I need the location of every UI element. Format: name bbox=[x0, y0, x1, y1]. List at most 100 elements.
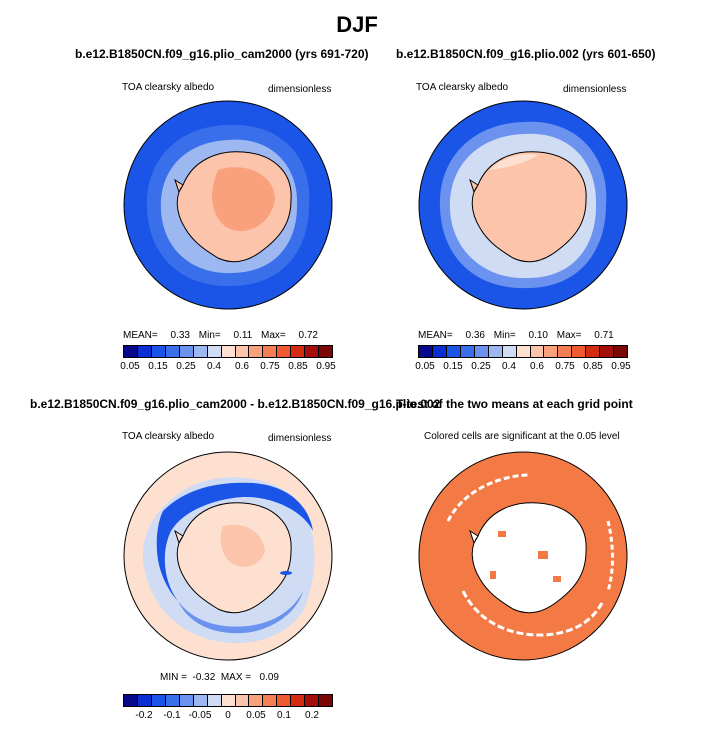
panel2-colorbar-box bbox=[419, 346, 433, 357]
panel3-colorbar-tick-label: 0.2 bbox=[305, 710, 319, 721]
panel2-colorbar-box bbox=[600, 346, 615, 357]
panel1-colorbar-box bbox=[291, 346, 306, 357]
panel3-colorbar-tick-label: 0 bbox=[225, 710, 231, 721]
panel4-subtitle: Colored cells are significant at the 0.0… bbox=[424, 431, 620, 442]
panel1-colorbar-box bbox=[151, 346, 166, 357]
panel2-colorbar-tick-label: 0.15 bbox=[443, 361, 463, 372]
panel3-units-label: dimensionless bbox=[268, 433, 332, 444]
panel2-stats: MEAN= 0.36 Min= 0.10 Max= 0.71 bbox=[418, 330, 628, 341]
panel4-antarctica bbox=[469, 502, 587, 614]
panel1-colorbar-box bbox=[124, 346, 138, 357]
panel1-colorbar-tick-label: 0.25 bbox=[176, 361, 196, 372]
panel1-colorbar-tick-label: 0.05 bbox=[120, 361, 140, 372]
panel3-positive-region bbox=[220, 524, 265, 567]
panel2-colorbar-box bbox=[502, 346, 517, 357]
panel2-colorbar-box bbox=[446, 346, 461, 357]
panel2-colorbar-box bbox=[586, 346, 601, 357]
panel4-sig-cell bbox=[553, 576, 561, 582]
panel2-coastal-contour bbox=[490, 153, 538, 170]
panel2-colorbar-box bbox=[516, 346, 531, 357]
panel1-min-label: Min= bbox=[198, 330, 221, 341]
panel3-colorbar-box bbox=[165, 695, 180, 706]
panel2-colorbar-tick-label: 0.4 bbox=[502, 361, 516, 372]
panel2-colorbar-box bbox=[572, 346, 587, 357]
panel3-colorbar-box bbox=[291, 695, 306, 706]
panel4-sig-cell bbox=[490, 571, 496, 579]
panel1-colorbar-tick-label: 0.85 bbox=[288, 361, 308, 372]
panel4-nonsig-arc-north bbox=[446, 473, 529, 522]
panel1-stats: MEAN= 0.33 Min= 0.11 Max= 0.72 bbox=[123, 330, 333, 341]
panel2-colorbar-box bbox=[488, 346, 503, 357]
panel1-colorbar-box bbox=[137, 346, 152, 357]
panel2-colorbar-box bbox=[474, 346, 489, 357]
panel2-colorbar-tick-label: 0.25 bbox=[471, 361, 491, 372]
panel1-title: b.e12.B1850CN.f09_g16.plio_cam2000 (yrs … bbox=[75, 47, 369, 61]
panel2-colorbar-box bbox=[544, 346, 559, 357]
panel2-mean-value: 0.36 bbox=[465, 330, 485, 341]
panel3-colorbar-tick-label: -0.2 bbox=[135, 710, 153, 721]
panel2-colorbar-ticks: 0.05 0.15 0.25 0.4 0.6 0.75 0.85 0.95 bbox=[415, 361, 631, 373]
panel2-colorbar-box bbox=[558, 346, 573, 357]
panel3-colorbar-tick-label: -0.05 bbox=[188, 710, 212, 721]
panel3-colorbar-box bbox=[305, 695, 320, 706]
panel1-colorbar-tick-label: 0.6 bbox=[235, 361, 249, 372]
panel3-colorbar-tick-label: -0.1 bbox=[163, 710, 181, 721]
panel4-sig-cell bbox=[498, 531, 506, 537]
panel3-colorbar-ticks: -0.2 -0.1 -0.05 0 0.05 0.1 0.2 bbox=[123, 710, 333, 722]
panel3-colorbar-tick-label: 0.1 bbox=[277, 710, 291, 721]
panel1-colorbar-tick-label: 0.4 bbox=[207, 361, 221, 372]
panel2-polar-map bbox=[418, 100, 628, 310]
panel1-colorbar-box bbox=[221, 346, 236, 357]
panel3-map-border bbox=[123, 451, 333, 661]
panel2-colorbar-box bbox=[614, 346, 628, 357]
panel2-colorbar-tick-label: 0.75 bbox=[555, 361, 575, 372]
panel3-colorbar-box bbox=[221, 695, 236, 706]
panel3-colorbar-box bbox=[263, 695, 278, 706]
panel1-colorbar-box bbox=[263, 346, 278, 357]
panel1-map-border bbox=[123, 100, 333, 310]
panel2-map-border bbox=[418, 100, 628, 310]
panel4-nonsig-arc-south bbox=[461, 590, 605, 637]
panel3-colorbar-box bbox=[207, 695, 222, 706]
panel1-colorbar-box bbox=[319, 346, 333, 357]
panel3-colorbar-box bbox=[235, 695, 250, 706]
panel1-max-label: Max= bbox=[261, 330, 286, 341]
panel2-min-label: Min= bbox=[493, 330, 516, 341]
panel1-max-value: 0.72 bbox=[298, 330, 318, 341]
panel1-colorbar-tick-label: 0.75 bbox=[260, 361, 280, 372]
panel3-colorbar-box bbox=[151, 695, 166, 706]
panel1-colorbar-box bbox=[249, 346, 264, 357]
panel1-colorbar-tick-label: 0.15 bbox=[148, 361, 168, 372]
panel1-colorbar bbox=[123, 345, 333, 358]
panel2-colorbar-tick-label: 0.95 bbox=[611, 361, 631, 372]
panel2-title: b.e12.B1850CN.f09_g16.plio.002 (yrs 601-… bbox=[396, 47, 656, 61]
panel3-stats: MIN = -0.32 MAX = 0.09 bbox=[160, 672, 279, 683]
panel2-colorbar-box bbox=[460, 346, 475, 357]
panel2-variable-label: TOA clearsky albedo bbox=[416, 82, 509, 93]
panel4-sig-cell bbox=[538, 551, 548, 559]
panel3-colorbar-box bbox=[319, 695, 333, 706]
panel2-colorbar-tick-label: 0.85 bbox=[583, 361, 603, 372]
panel3-negative-spot bbox=[280, 571, 292, 575]
figure-title: DJF bbox=[336, 12, 378, 37]
panel3-colorbar bbox=[123, 694, 333, 707]
panel2-mean-label: MEAN= bbox=[418, 330, 453, 341]
panel1-min-value: 0.11 bbox=[233, 330, 253, 341]
panel3-negative-southern-arc bbox=[178, 591, 303, 634]
panel1-colorbar-box bbox=[305, 346, 320, 357]
panel3-colorbar-box bbox=[137, 695, 152, 706]
panel3-title: b.e12.B1850CN.f09_g16.plio_cam2000 - b.e… bbox=[30, 397, 441, 411]
panel1-colorbar-box bbox=[193, 346, 208, 357]
panel1-mean-label: MEAN= bbox=[123, 330, 158, 341]
panel3-colorbar-box bbox=[277, 695, 292, 706]
panel1-colorbar-box bbox=[235, 346, 250, 357]
panel1-units-label: dimensionless bbox=[268, 84, 332, 95]
panel1-colorbar-box bbox=[179, 346, 194, 357]
panel1-variable-label: TOA clearsky albedo bbox=[122, 82, 215, 93]
panel1-colorbar-ticks: 0.05 0.15 0.25 0.4 0.6 0.75 0.85 0.95 bbox=[120, 361, 335, 373]
panel2-units-label: dimensionless bbox=[563, 84, 627, 95]
panel3-polar-map bbox=[123, 451, 333, 661]
panel3-colorbar-box bbox=[124, 695, 138, 706]
panel1-polar-map bbox=[123, 100, 333, 310]
panel2-max-label: Max= bbox=[556, 330, 582, 341]
